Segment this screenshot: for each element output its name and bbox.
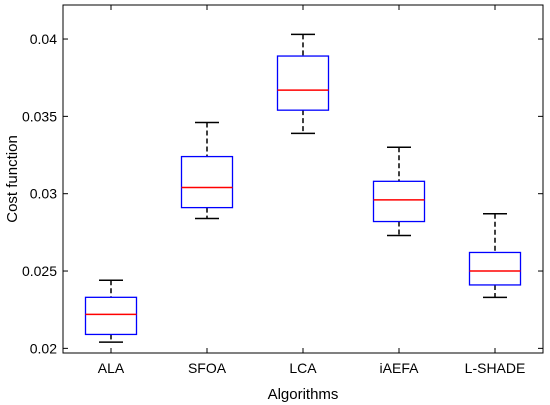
box-ala xyxy=(84,279,138,343)
x-tick-label: L-SHADE xyxy=(465,360,526,376)
y-axis: 0.02 0.025 0.03 0.035 0.04 xyxy=(22,31,543,356)
x-axis-label: Algorithms xyxy=(268,386,339,403)
box-sfoa xyxy=(180,121,234,220)
x-axis: ALA SFOA LCA iAEFA L-SHADE xyxy=(98,5,526,376)
y-tick-label: 0.02 xyxy=(30,340,57,356)
y-tick-label: 0.04 xyxy=(30,31,57,47)
y-tick-label: 0.035 xyxy=(22,108,57,124)
x-tick-label: LCA xyxy=(289,360,317,376)
x-tick-label: SFOA xyxy=(188,360,227,376)
y-axis-label: Cost function xyxy=(4,135,21,223)
x-tick-label: ALA xyxy=(98,360,125,376)
x-tick-label: iAEFA xyxy=(380,360,420,376)
y-tick-label: 0.03 xyxy=(30,186,57,202)
box-iaefa xyxy=(372,146,426,237)
iqr-box xyxy=(276,55,330,111)
y-tick-label: 0.025 xyxy=(22,263,57,279)
plot-area xyxy=(62,4,544,354)
iqr-box xyxy=(84,296,138,336)
boxes-layer xyxy=(84,33,522,343)
box-lca xyxy=(276,33,330,135)
iqr-box xyxy=(180,155,234,209)
iqr-box xyxy=(372,180,426,223)
box-l-shade xyxy=(468,213,522,299)
iqr-box xyxy=(468,251,522,286)
